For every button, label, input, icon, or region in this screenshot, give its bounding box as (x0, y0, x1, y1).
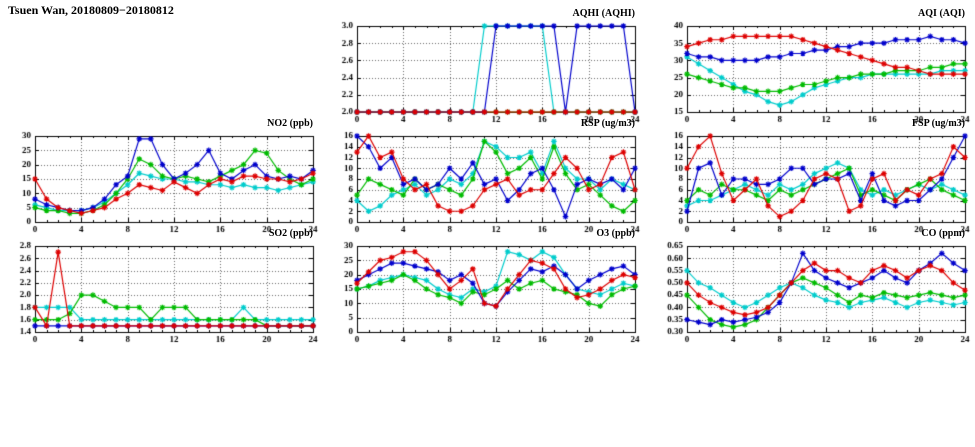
aqhi-plot-canvas (330, 20, 642, 126)
o3-plot-canvas (330, 240, 642, 346)
chart-rsp: RSP (ug/m3) (330, 118, 642, 238)
chart-title: AQI (AQI) (918, 8, 965, 19)
chart-no2: NO2 (ppb) (8, 118, 320, 238)
no2-plot-canvas (8, 130, 320, 236)
chart-title: SO2 (ppb) (268, 228, 313, 239)
chart-fsp: FSP (ug/m3) (660, 118, 972, 238)
chart-title: FSP (ug/m3) (911, 118, 965, 129)
chart-aqhi: AQHI (AQHI) (330, 8, 642, 128)
aqi-plot-canvas (660, 20, 972, 126)
co-plot-canvas (660, 240, 972, 346)
chart-title: NO2 (ppb) (267, 118, 313, 129)
chart-o3: O3 (ppb) (330, 228, 642, 348)
fsp-plot-canvas (660, 130, 972, 236)
chart-title: AQHI (AQHI) (572, 8, 636, 19)
rsp-plot-canvas (330, 130, 642, 236)
chart-title: CO (ppm) (921, 228, 965, 239)
chart-so2: SO2 (ppb) (8, 228, 320, 348)
chart-title: RSP (ug/m3) (580, 118, 635, 129)
chart-co: CO (ppm) (660, 228, 972, 348)
chart-aqi: AQI (AQI) (660, 8, 972, 128)
page-title: Tsuen Wan, 20180809−20180812 (8, 3, 174, 17)
chart-title: O3 (ppb) (596, 228, 635, 239)
so2-plot-canvas (8, 240, 320, 346)
